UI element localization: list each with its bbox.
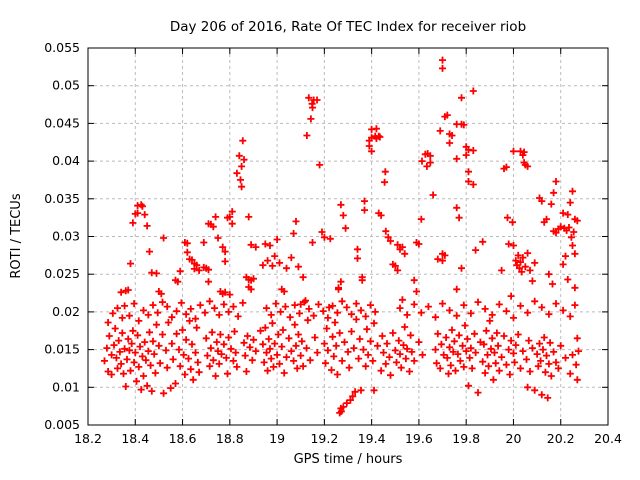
plot-border [87, 47, 609, 426]
x-tick-label: 18.6 [169, 431, 197, 446]
y-tick-label: 0.045 [44, 115, 80, 130]
x-axis-label: GPS time / hours [294, 452, 403, 467]
y-tick-label: 0.005 [44, 417, 80, 432]
y-tick-label: 0.05 [52, 78, 80, 93]
y-tick-label: 0.03 [52, 229, 80, 244]
x-tick-label: 20 [506, 431, 522, 446]
x-tick-label: 19.6 [405, 431, 433, 446]
y-tick-label: 0.015 [44, 342, 80, 357]
x-tick-label: 19.2 [310, 431, 338, 446]
x-tick-label: 19.4 [358, 431, 386, 446]
axis-tick-labels: 18.2 18.4 18.6 18.8 19 19.2 19.4 19.6 19.8 20 20.2… [44, 40, 622, 446]
y-axis-label: ROTI / TECUs [9, 193, 24, 278]
x-tick-label: 18.8 [216, 431, 244, 446]
y-tick-label: 0.02 [52, 304, 80, 319]
data-points [101, 56, 582, 417]
y-tick-label: 0.055 [44, 40, 80, 55]
x-tick-label: 19 [269, 431, 285, 446]
x-tick-label: 20.2 [547, 431, 575, 446]
x-tick-label: 18.4 [121, 431, 149, 446]
y-tick-label: 0.01 [52, 379, 80, 394]
chart-title: Day 206 of 2016, Rate Of TEC Index for r… [170, 19, 526, 35]
scatter-markers [101, 56, 582, 417]
x-tick-label: 18.2 [74, 431, 102, 446]
y-tick-label: 0.025 [44, 266, 80, 281]
x-tick-label: 20.4 [594, 431, 622, 446]
y-tick-label: 0.035 [44, 191, 80, 206]
x-tick-label: 19.8 [452, 431, 480, 446]
y-tick-label: 0.04 [52, 153, 80, 168]
